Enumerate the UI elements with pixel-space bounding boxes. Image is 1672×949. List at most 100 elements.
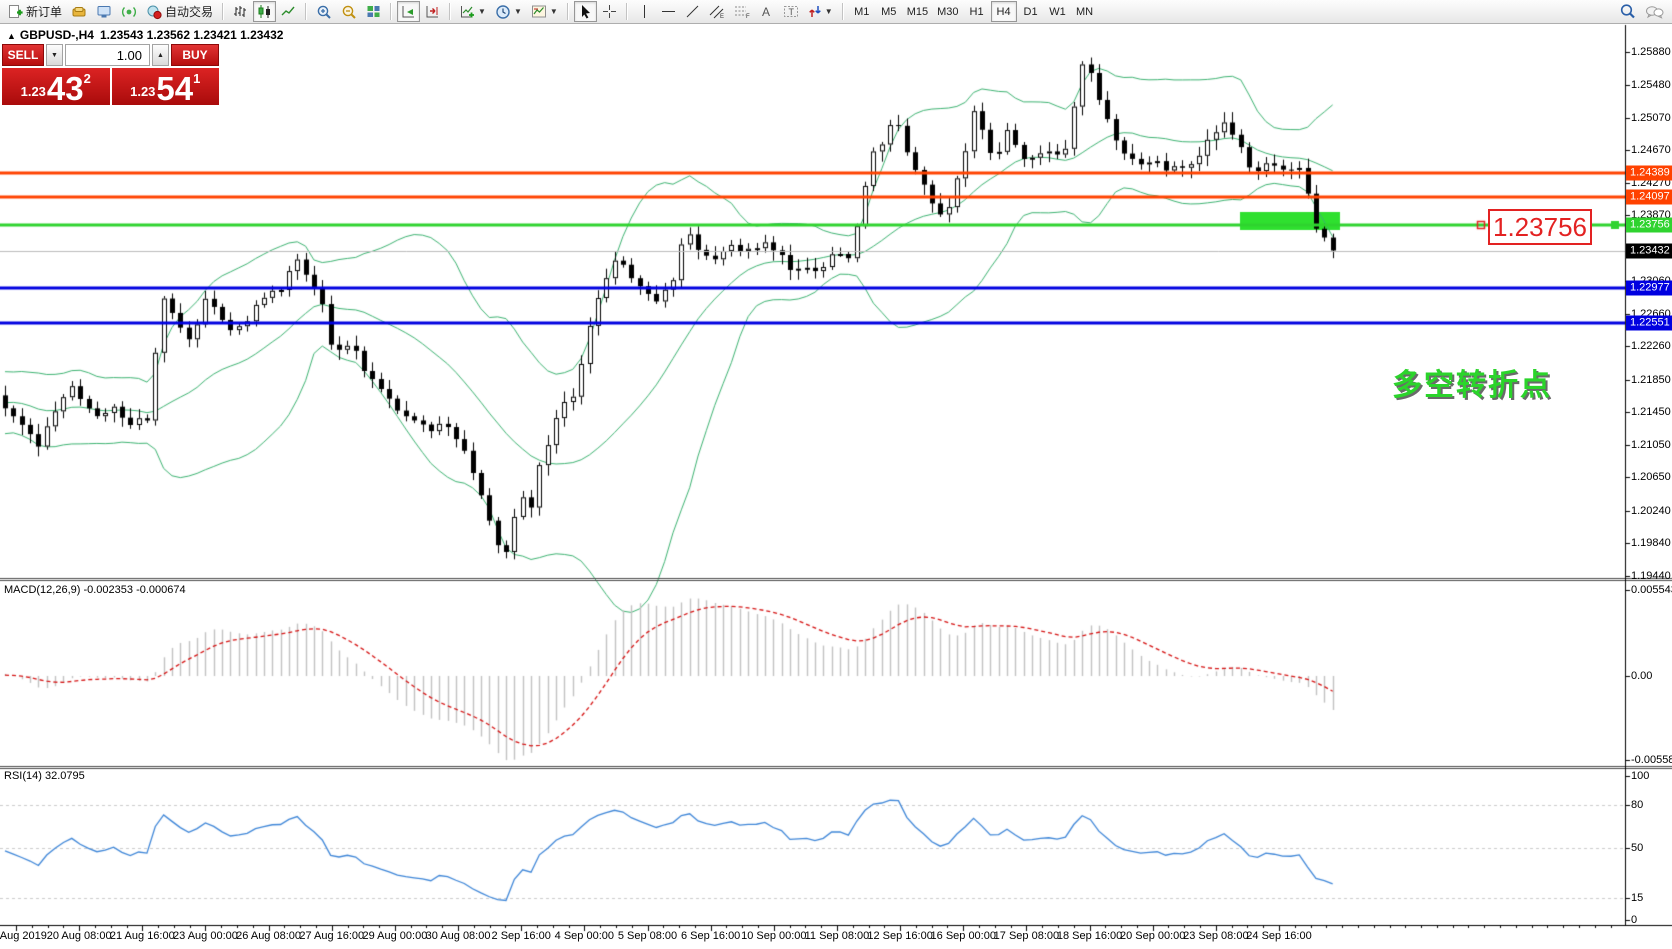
- market-watch-button[interactable]: [67, 1, 91, 22]
- fibonacci-button[interactable]: F: [730, 1, 754, 22]
- time-axis-label: 12 Sep 16:00: [867, 930, 933, 942]
- signals-button[interactable]: [117, 1, 141, 22]
- time-axis-label: 19 Aug 2019: [0, 930, 47, 942]
- time-axis-label: 16 Sep 00:00: [930, 930, 996, 942]
- time-axis-label: 17 Sep 08:00: [993, 930, 1060, 942]
- autotrading-icon: [146, 4, 162, 20]
- indicators-button[interactable]: ▼: [456, 1, 490, 22]
- buy-button[interactable]: BUY: [171, 44, 219, 66]
- autotrading-button[interactable]: 自动交易: [142, 1, 217, 22]
- chart-shift-icon: [425, 4, 440, 19]
- vertical-line-icon: [640, 4, 649, 19]
- volume-increase-button[interactable]: ▲: [152, 44, 169, 66]
- line-chart-icon: [281, 4, 296, 19]
- timeframe-h4-button[interactable]: H4: [990, 1, 1017, 22]
- volume-decrease-button[interactable]: ▼: [46, 44, 63, 66]
- auto-scroll-icon: [401, 4, 416, 19]
- periods-button[interactable]: ▼: [491, 1, 526, 22]
- price-level-badge: 1.22977: [1626, 280, 1672, 296]
- timeframe-m30-button[interactable]: M30: [933, 1, 962, 22]
- time-axis-label: 10 Sep 00:00: [741, 930, 807, 942]
- rsi-axis-tick-label: 0: [1631, 914, 1638, 926]
- volume-input[interactable]: 1.00: [65, 44, 150, 66]
- candlestick-chart-button[interactable]: [253, 1, 277, 22]
- timeframe-m5-button[interactable]: M5: [876, 1, 902, 22]
- sell-price-box[interactable]: 1.23 43 2: [2, 68, 110, 105]
- horizontal-line-button[interactable]: [657, 1, 680, 22]
- time-axis-label: 23 Sep 08:00: [1183, 930, 1249, 942]
- text-label-button[interactable]: T: [779, 1, 803, 22]
- autotrading-label: 自动交易: [165, 5, 214, 19]
- price-axis-tick-label: 1.22260: [1631, 340, 1671, 352]
- time-axis-label: 18 Sep 16:00: [1056, 930, 1123, 942]
- bar-chart-button[interactable]: [229, 1, 252, 22]
- toolbar-separator: [566, 3, 569, 20]
- buy-price-box[interactable]: 1.23 54 1: [111, 68, 219, 105]
- chart-quote-line: ▲ GBPUSD-,H4 1.23543 1.23562 1.23421 1.234…: [7, 28, 283, 42]
- indicators-icon: [460, 4, 475, 19]
- price-axis-tick-label: 1.20650: [1631, 471, 1671, 483]
- ohlc-values: 1.23543 1.23562 1.23421 1.23432: [99, 28, 284, 42]
- price-axis-tick-label: 1.21050: [1631, 439, 1671, 451]
- price-axis-tick-label: 1.21850: [1631, 374, 1671, 386]
- line-chart-button[interactable]: [277, 1, 300, 22]
- one-click-collapse-arrow[interactable]: ▲: [7, 31, 16, 41]
- svg-text:E: E: [720, 14, 724, 19]
- tile-windows-button[interactable]: [362, 1, 385, 22]
- crosshair-button[interactable]: [598, 1, 621, 22]
- time-axis-label: 27 Aug 16:00: [299, 930, 365, 942]
- time-axis-label: 20 Aug 08:00: [46, 930, 112, 942]
- new-order-label: 新订单: [26, 5, 63, 19]
- toolbar-separator: [390, 3, 393, 20]
- sell-button[interactable]: SELL: [2, 44, 44, 66]
- price-level-badge: 1.24389: [1626, 165, 1672, 181]
- arrows-button[interactable]: ▼: [804, 1, 837, 22]
- macd-indicator-label: MACD(12,26,9) -0.002353 -0.000674: [4, 584, 186, 596]
- channel-button[interactable]: E: [705, 1, 729, 22]
- chart-shift-button[interactable]: [421, 1, 444, 22]
- svg-text:T: T: [788, 7, 794, 17]
- time-axis-label: 4 Sep 00:00: [554, 930, 615, 942]
- timeframe-mn-button[interactable]: MN: [1072, 1, 1098, 22]
- rsi-axis-tick-label: 80: [1631, 799, 1644, 811]
- auto-scroll-button[interactable]: [397, 1, 421, 22]
- signal-icon: [121, 4, 137, 19]
- toolbar-separator: [625, 3, 628, 20]
- zoom-out-button[interactable]: [337, 1, 361, 22]
- price-level-badge: 1.24097: [1626, 189, 1672, 205]
- price-callout-box: 1.23756: [1488, 209, 1592, 245]
- trendline-button[interactable]: [681, 1, 704, 22]
- text-button[interactable]: A: [755, 1, 778, 22]
- symbol-period-label: GBPUSD-,H4: [19, 28, 94, 42]
- timeframe-m15-button[interactable]: M15: [903, 1, 932, 22]
- dropdown-caret-icon: ▼: [824, 7, 833, 16]
- clock-icon: [495, 4, 511, 20]
- time-axis-label: 23 Aug 00:00: [173, 930, 238, 942]
- time-axis-label: 6 Sep 16:00: [680, 930, 741, 942]
- timeframe-d1-button[interactable]: D1: [1018, 1, 1044, 22]
- crosshair-icon: [602, 4, 617, 19]
- new-order-button[interactable]: 新订单: [4, 1, 66, 22]
- terminal-button[interactable]: [92, 1, 116, 22]
- zoom-in-button[interactable]: [312, 1, 336, 22]
- timeframe-h1-button[interactable]: H1: [964, 1, 990, 22]
- vertical-line-button[interactable]: [633, 1, 656, 22]
- macd-axis-tick-label: 0.005543: [1631, 584, 1672, 596]
- cursor-button[interactable]: [573, 1, 597, 22]
- search-button[interactable]: [1615, 1, 1640, 22]
- macd-axis-tick-label: -0.005583: [1631, 754, 1672, 766]
- time-axis-label: 21 Aug 16:00: [109, 930, 175, 942]
- timeframe-w1-button[interactable]: W1: [1045, 1, 1071, 22]
- tile-windows-icon: [366, 4, 381, 19]
- price-axis-tick-label: 1.25480: [1631, 79, 1671, 91]
- search-icon: [1619, 3, 1636, 20]
- timeframe-m1-button[interactable]: M1: [849, 1, 875, 22]
- community-button[interactable]: [1641, 1, 1668, 22]
- time-axis-label: 2 Sep 16:00: [491, 930, 551, 942]
- price-axis-tick-label: 1.24670: [1631, 144, 1671, 156]
- time-axis-label: 29 Aug 00:00: [362, 930, 428, 942]
- templates-button[interactable]: ▼: [527, 1, 562, 22]
- macd-axis-tick-label: 0.00: [1631, 670, 1653, 682]
- sell-price-small: 1.23: [20, 84, 46, 99]
